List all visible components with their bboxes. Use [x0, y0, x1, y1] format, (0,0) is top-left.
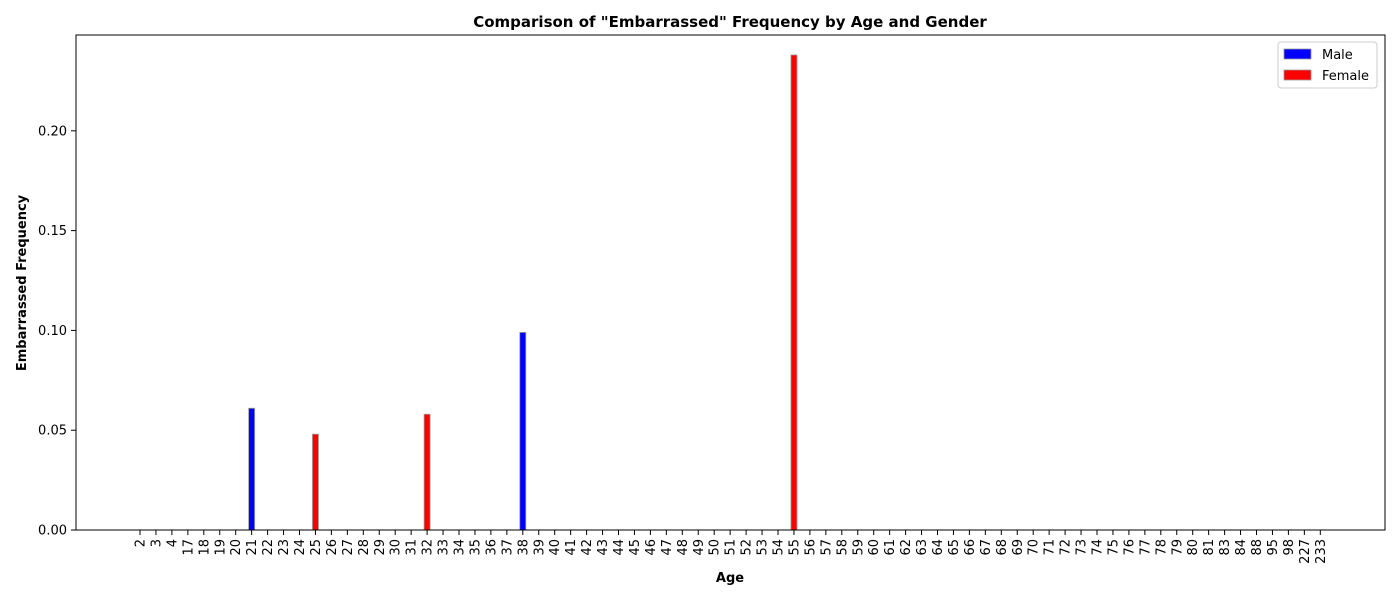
x-tick-label: 227 — [1298, 539, 1313, 564]
x-tick-label: 19 — [213, 539, 228, 556]
x-tick-label: 68 — [995, 539, 1010, 556]
x-tick-label: 76 — [1122, 539, 1137, 556]
bar-female-age-25 — [312, 433, 319, 531]
x-tick-label: 66 — [963, 539, 978, 556]
y-axis: 0.00 0.05 0.10 0.15 0.20 — [38, 124, 76, 539]
x-tick-label: 50 — [708, 539, 723, 556]
y-axis-title: Embarrassed Frequency — [15, 194, 30, 371]
legend-swatch-female — [1283, 69, 1312, 81]
x-tick-label: 31 — [405, 539, 420, 556]
x-tick-label: 56 — [803, 539, 818, 556]
x-tick-label: 30 — [389, 539, 404, 556]
x-axis-title: Age — [716, 571, 744, 586]
x-tick-label: 18 — [197, 539, 212, 556]
x-tick-label: 47 — [660, 539, 675, 556]
x-tick-label: 29 — [373, 539, 388, 556]
x-tick-label: 98 — [1282, 539, 1297, 556]
x-tick-label: 95 — [1266, 539, 1281, 556]
x-tick-label: 2 — [134, 539, 149, 547]
y-tick-label: 0.10 — [38, 324, 67, 339]
x-tick-label: 48 — [676, 539, 691, 556]
legend-label-female: Female — [1322, 69, 1369, 84]
x-tick-label: 44 — [612, 539, 627, 556]
x-tick-label: 51 — [724, 539, 739, 556]
x-tick-label: 63 — [915, 539, 930, 556]
x-tick-label: 58 — [835, 539, 850, 556]
x-tick-label: 28 — [357, 539, 372, 556]
x-tick-label: 81 — [1202, 539, 1217, 556]
x-tick-label: 32 — [421, 539, 436, 556]
x-tick-label: 59 — [851, 539, 866, 556]
x-tick-label: 84 — [1234, 539, 1249, 556]
x-tick-label: 83 — [1218, 539, 1233, 556]
x-tick-label: 75 — [1106, 539, 1121, 556]
x-tick-label: 41 — [564, 539, 579, 556]
x-tick-label: 55 — [787, 539, 802, 556]
x-tick-label: 3 — [149, 539, 164, 547]
x-tick-label: 64 — [931, 539, 946, 556]
x-tick-label: 27 — [341, 539, 356, 556]
x-tick-label: 70 — [1027, 539, 1042, 556]
x-tick-label: 77 — [1138, 539, 1153, 556]
x-tick-label: 57 — [819, 539, 834, 556]
x-tick-label: 25 — [309, 539, 324, 556]
x-tick-label: 38 — [516, 539, 531, 556]
bar-male-age-38 — [519, 331, 527, 531]
legend: Male Female — [1277, 41, 1378, 89]
x-tick-label: 24 — [293, 539, 308, 556]
legend-label-male: Male — [1322, 48, 1353, 63]
x-tick-label: 54 — [772, 539, 787, 556]
x-tick-label: 73 — [1075, 539, 1090, 556]
x-tick-label: 79 — [1170, 539, 1185, 556]
x-tick-label: 74 — [1091, 539, 1106, 556]
bars-layer — [248, 54, 798, 531]
y-tick-label: 0.20 — [38, 124, 67, 139]
x-tick-label: 80 — [1186, 539, 1201, 556]
x-tick-label: 49 — [692, 539, 707, 556]
x-tick-label: 20 — [229, 539, 244, 556]
bar-female-age-32 — [423, 413, 431, 531]
x-tick-label: 42 — [580, 539, 595, 556]
x-tick-label: 52 — [740, 539, 755, 556]
x-tick-label: 22 — [261, 539, 276, 556]
chart-title: Comparison of "Embarrassed" Frequency by… — [473, 13, 987, 31]
x-tick-label: 21 — [245, 539, 260, 556]
x-tick-label: 23 — [277, 539, 292, 556]
y-tick-label: 0.00 — [38, 524, 67, 539]
x-tick-label: 53 — [756, 539, 771, 556]
bar-female-age-55 — [790, 54, 798, 531]
plot-frame — [75, 34, 1386, 531]
x-tick-label: 40 — [548, 539, 563, 556]
x-tick-label: 78 — [1154, 539, 1169, 556]
x-tick-label: 61 — [883, 539, 898, 556]
x-tick-label: 72 — [1059, 539, 1074, 556]
y-tick-label: 0.15 — [38, 224, 67, 239]
x-tick-label: 35 — [468, 539, 483, 556]
x-tick-label: 65 — [947, 539, 962, 556]
x-tick-label: 4 — [165, 539, 180, 547]
x-tick-label: 46 — [644, 539, 659, 556]
x-tick-label: 39 — [532, 539, 547, 556]
x-tick-label: 233 — [1314, 539, 1329, 564]
x-tick-label: 88 — [1250, 539, 1265, 556]
y-tick-label: 0.05 — [38, 424, 67, 439]
bar-male-age-21 — [248, 407, 256, 531]
x-axis: 2 3 4 17 18 19 20 21 22 23 24 25 26 27 28 29 30 31 32 33 34 3… — [134, 530, 1329, 564]
x-tick-label: 45 — [628, 539, 643, 556]
x-tick-label: 26 — [325, 539, 340, 556]
x-tick-label: 69 — [1011, 539, 1026, 556]
x-tick-label: 37 — [500, 539, 515, 556]
x-tick-label: 17 — [181, 539, 196, 556]
x-tick-label: 33 — [437, 539, 452, 556]
x-tick-label: 43 — [596, 539, 611, 556]
x-tick-label: 36 — [484, 539, 499, 556]
x-tick-label: 67 — [979, 539, 994, 556]
x-tick-label: 60 — [867, 539, 882, 556]
x-tick-label: 34 — [453, 539, 468, 556]
x-tick-label: 71 — [1043, 539, 1058, 556]
x-tick-label: 62 — [899, 539, 914, 556]
legend-swatch-male — [1283, 48, 1312, 60]
